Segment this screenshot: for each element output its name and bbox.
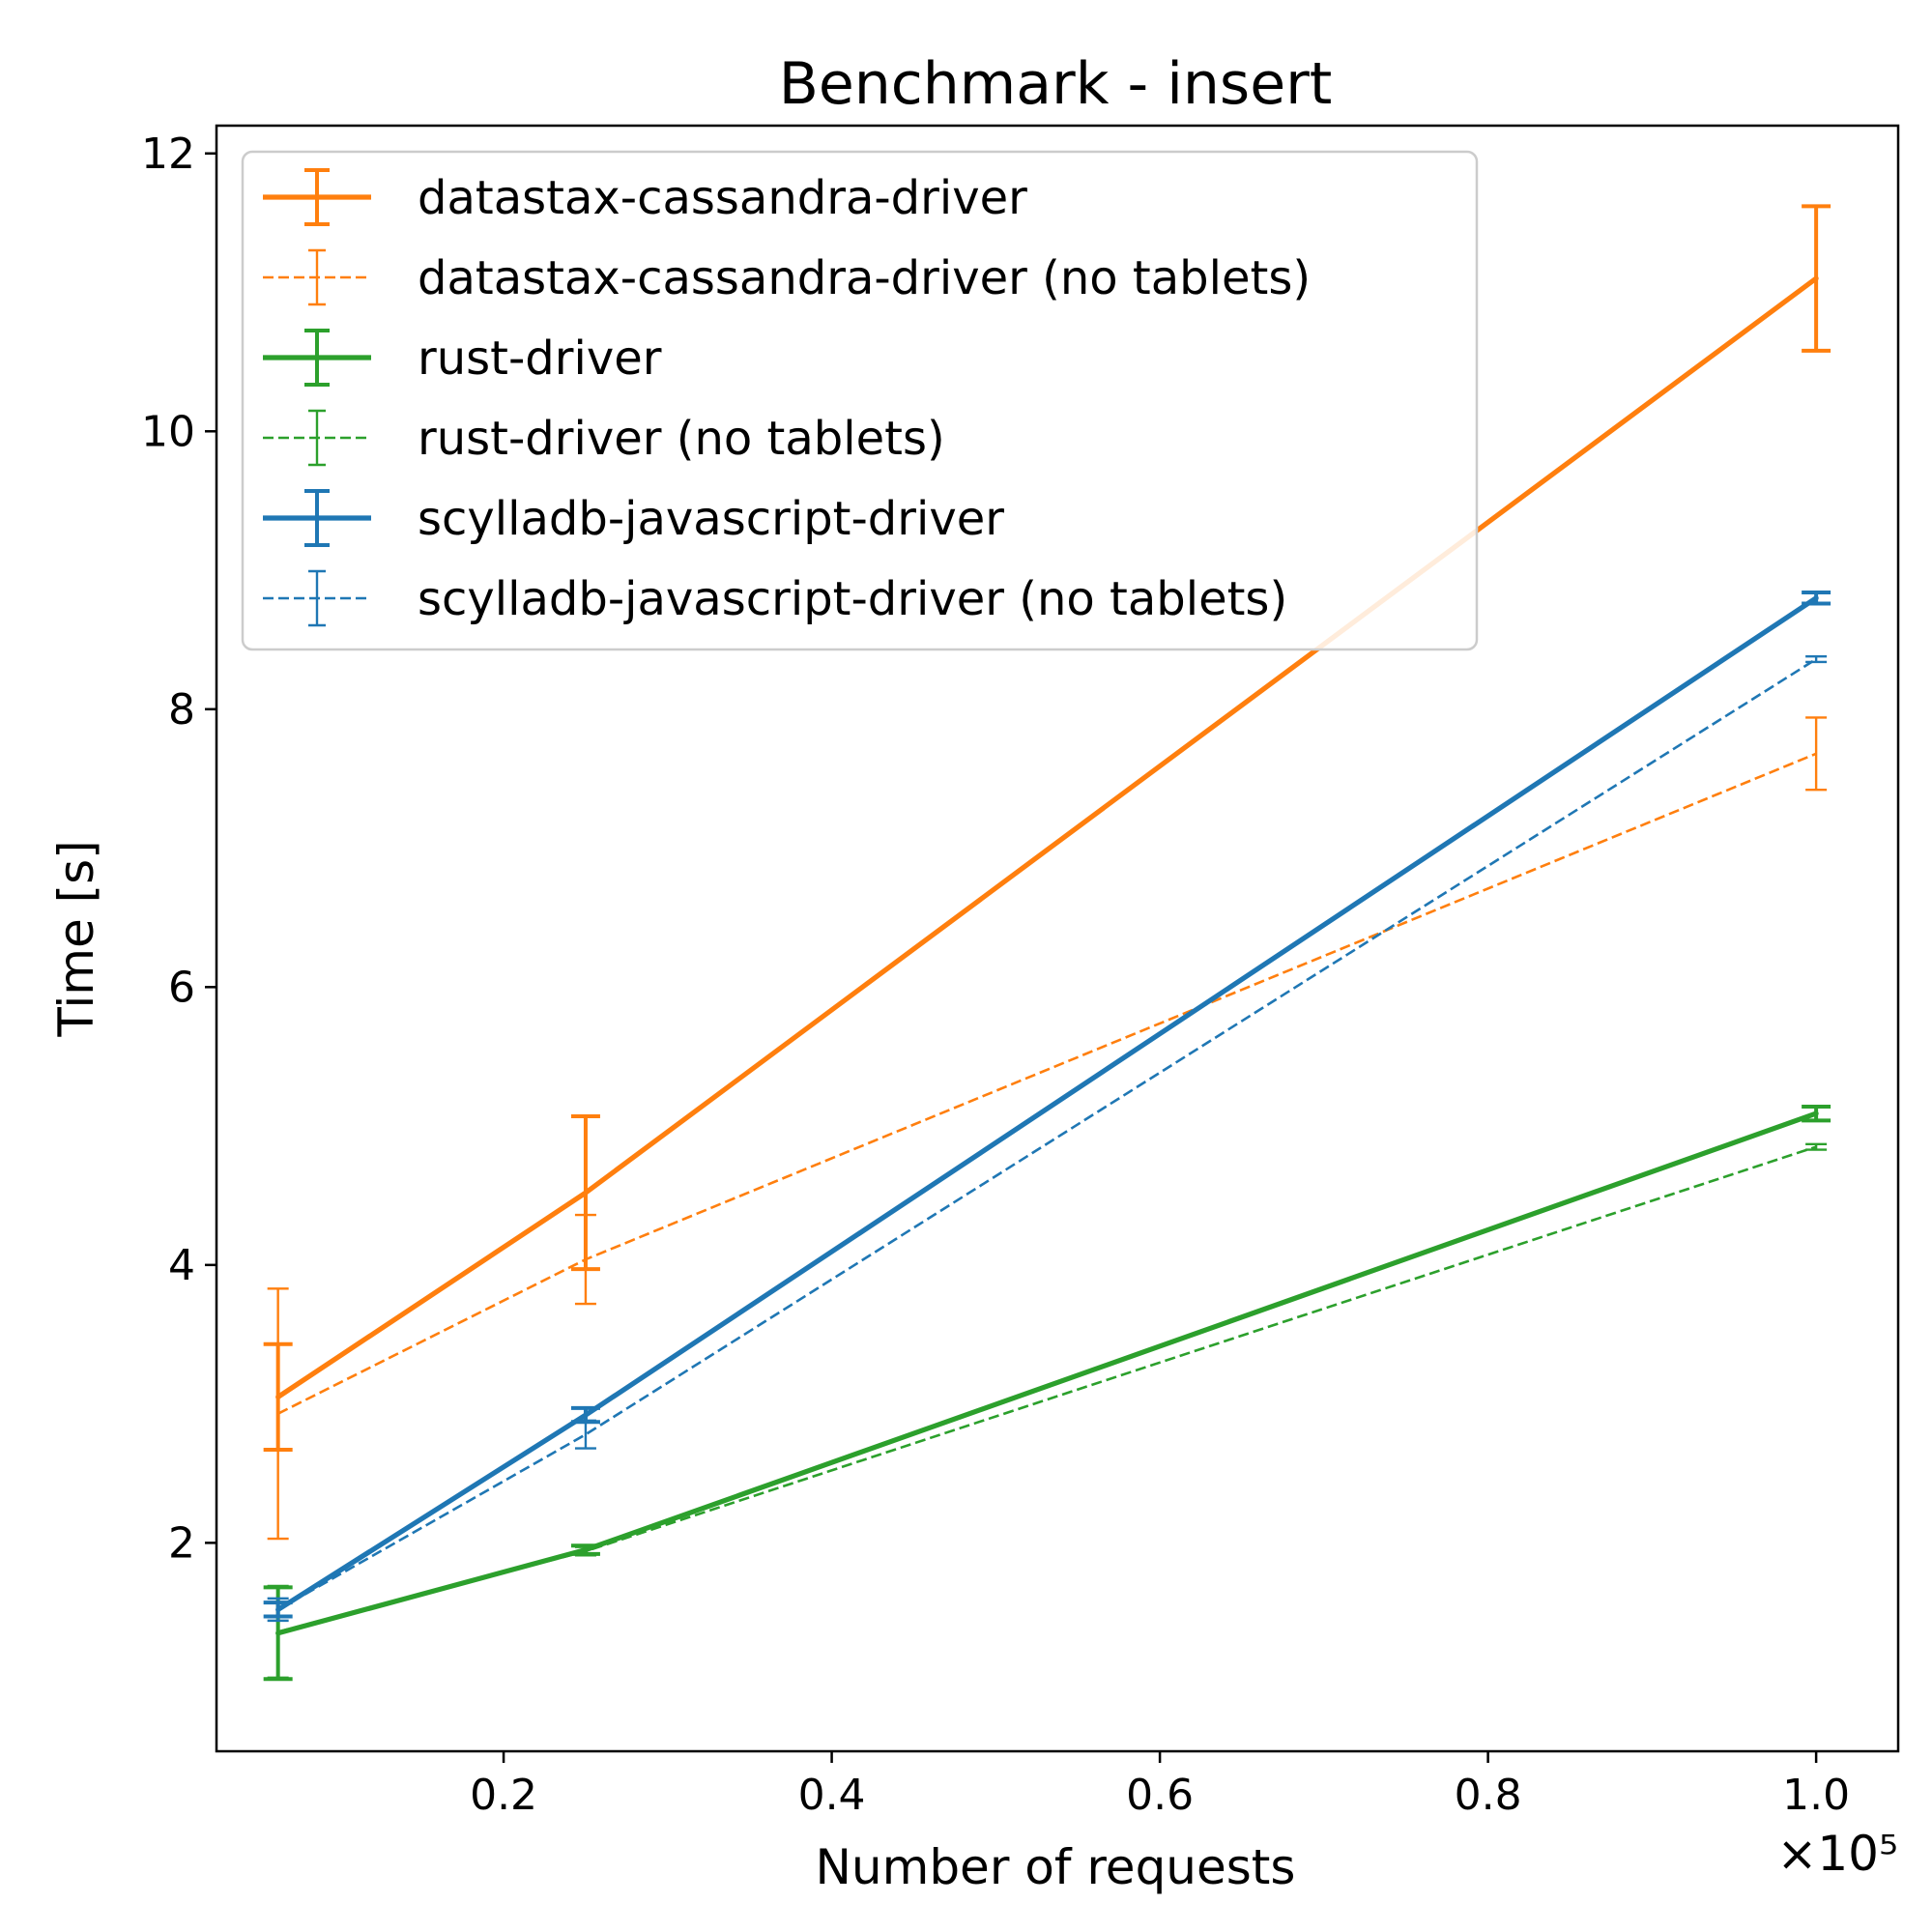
y-tick-label: 12 [141, 130, 195, 179]
legend: datastax-cassandra-driver datastax-cassan… [241, 150, 1479, 651]
legend-label: datastax-cassandra-driver (no tablets) [418, 251, 1311, 305]
axes-frame [215, 124, 1900, 1753]
x-tick-label: 0.4 [798, 1771, 866, 1820]
chart-title: Benchmark - insert [779, 50, 1333, 118]
y-tick-label: 6 [168, 963, 195, 1012]
legend-item-rust-driver-no-tablets: rust-driver (no tablets) [263, 409, 945, 467]
legend-item-datastax-cassandra-driver: datastax-cassandra-driver [263, 168, 1027, 226]
series-scylladb-javascript-driver [263, 591, 1831, 1619]
legend-label: rust-driver (no tablets) [418, 412, 945, 466]
series-datastax-cassandra-driver-no-tablets [267, 716, 1828, 1541]
series-line [277, 657, 1817, 1611]
x-axis-offset-text: ×10⁵ [1776, 1826, 1898, 1882]
y-axis-label: Time [s] [48, 840, 104, 1037]
y-tick-label: 8 [168, 685, 195, 735]
legend-item-scylladb-javascript-driver: scylladb-javascript-driver [263, 489, 1004, 547]
x-tick-label: 1.0 [1782, 1771, 1850, 1820]
series-scylladb-javascript-driver-no-tablets [267, 654, 1828, 1623]
legend-item-datastax-cassandra-driver-no-tablets: datastax-cassandra-driver (no tablets) [263, 248, 1311, 306]
plot-area [263, 204, 1831, 1682]
y-tick-label: 4 [168, 1241, 195, 1290]
y-tick-label: 10 [141, 407, 195, 456]
legend-item-rust-driver: rust-driver [263, 329, 662, 387]
y-tick-label: 2 [168, 1518, 195, 1568]
legend-label: rust-driver [418, 332, 662, 386]
legend-label: datastax-cassandra-driver [418, 171, 1027, 225]
axis-ticks: 0.2 0.4 0.6 0.8 1.0 2 4 6 8 10 12 [141, 130, 1850, 1820]
legend-label: scylladb-javascript-driver [418, 492, 1004, 546]
legend-label: scylladb-javascript-driver (no tablets) [418, 572, 1287, 626]
legend-item-scylladb-javascript-driver-no-tablets: scylladb-javascript-driver (no tablets) [263, 569, 1287, 627]
x-axis-label: Number of requests [816, 1839, 1296, 1895]
legend-box [241, 150, 1479, 651]
x-tick-label: 0.8 [1455, 1771, 1522, 1820]
x-tick-label: 0.2 [470, 1771, 537, 1820]
x-tick-label: 0.6 [1126, 1771, 1194, 1820]
